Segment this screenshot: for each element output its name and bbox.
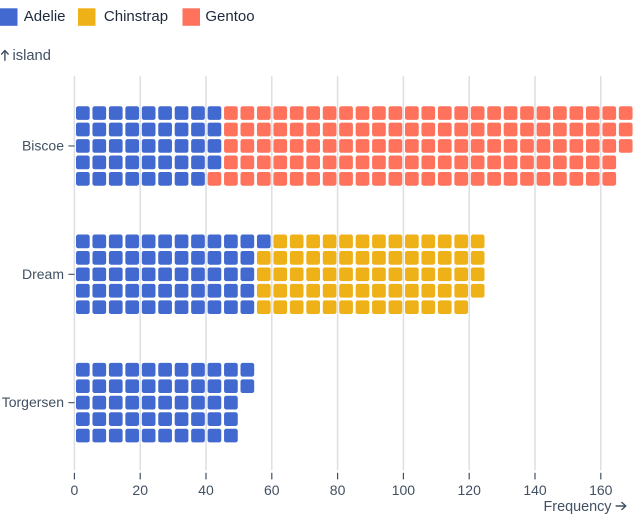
svg-text:80: 80 <box>330 482 346 498</box>
svg-text:160: 160 <box>589 482 613 498</box>
svg-text:40: 40 <box>198 482 214 498</box>
svg-text:20: 20 <box>132 482 148 498</box>
svg-text:Gentoo: Gentoo <box>205 8 254 25</box>
svg-text:Dream: Dream <box>22 266 64 282</box>
svg-text:Frequency: Frequency <box>544 499 613 515</box>
svg-text:100: 100 <box>392 482 416 498</box>
svg-text:60: 60 <box>264 482 280 498</box>
svg-text:Biscoe: Biscoe <box>22 137 64 153</box>
svg-text:140: 140 <box>523 482 547 498</box>
svg-text:Chinstrap: Chinstrap <box>104 8 168 25</box>
svg-text:Adelie: Adelie <box>24 8 66 25</box>
svg-text:0: 0 <box>71 482 79 498</box>
svg-text:island: island <box>13 48 51 64</box>
svg-text:Torgersen: Torgersen <box>2 394 64 410</box>
svg-text:120: 120 <box>458 482 482 498</box>
